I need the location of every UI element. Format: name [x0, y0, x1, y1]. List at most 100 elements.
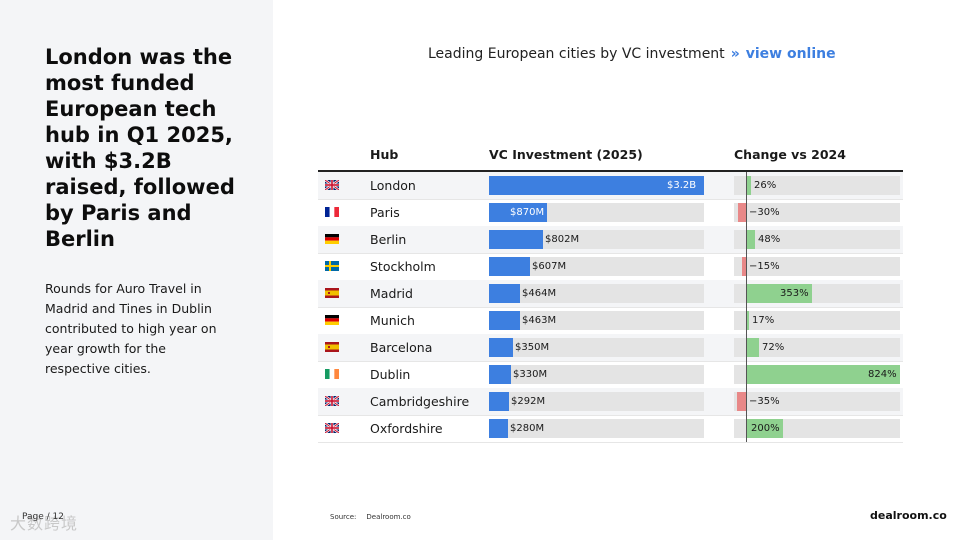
hub-name: Berlin	[370, 232, 407, 247]
hub-name: Dublin	[370, 367, 411, 382]
ireland-flag-icon	[325, 369, 339, 379]
change-label: 200%	[751, 423, 780, 434]
investment-bar	[489, 365, 511, 384]
change-track: 353%	[734, 284, 900, 303]
investment-label: $280M	[510, 423, 545, 434]
title-separator: »	[730, 46, 740, 62]
spain-flag-icon	[325, 288, 339, 298]
slide-subtext: Rounds for Auro Travel in Madrid and Tin…	[45, 281, 217, 376]
investment-bar	[489, 338, 513, 357]
left-panel: London was the most funded European tech…	[0, 0, 273, 540]
table-row: Stockholm $607M −15%	[318, 253, 903, 281]
change-bar	[746, 230, 755, 249]
change-label: 26%	[754, 180, 777, 191]
table-row: Munich $463M 17%	[318, 307, 903, 335]
column-header-change: Change vs 2024	[734, 147, 846, 162]
view-online-link[interactable]: view online	[745, 46, 836, 62]
table-row: Berlin $802M 48%	[318, 226, 903, 254]
investment-track: $464M	[489, 284, 704, 303]
france-flag-icon	[325, 207, 339, 217]
hub-name: Madrid	[370, 286, 413, 301]
investment-track: $870M	[489, 203, 704, 222]
investment-track: $330M	[489, 365, 704, 384]
change-track: 824%	[734, 365, 900, 384]
change-label: −30%	[749, 207, 780, 218]
table-row: Madrid $464M 353%	[318, 280, 903, 308]
investment-bar	[489, 176, 704, 195]
column-header-hub: Hub	[370, 147, 399, 162]
hub-name: Oxfordshire	[370, 421, 443, 436]
investment-track: $292M	[489, 392, 704, 411]
change-track: 200%	[734, 419, 900, 438]
chart-title: Leading European cities by VC investment	[428, 46, 725, 62]
change-bar	[746, 365, 900, 384]
change-bar	[746, 176, 751, 195]
hub-name: Munich	[370, 313, 415, 328]
source-label: Source:	[330, 513, 357, 521]
chart-title-bar: Leading European cities by VC investment…	[428, 46, 836, 62]
header-rule	[318, 170, 903, 172]
change-track: 26%	[734, 176, 900, 195]
investment-track: $280M	[489, 419, 704, 438]
hub-name: Cambridgeshire	[370, 394, 470, 409]
investment-track: $802M	[489, 230, 704, 249]
investment-bar	[489, 203, 547, 222]
table-row: Dublin $330M 824%	[318, 361, 903, 389]
change-track: −35%	[734, 392, 900, 411]
germany-flag-icon	[325, 315, 339, 325]
table-row: Cambridgeshire $292M −35%	[318, 388, 903, 416]
investment-label: $607M	[532, 261, 567, 272]
hub-name: Barcelona	[370, 340, 433, 355]
hub-name: Paris	[370, 205, 400, 220]
uk-flag-icon	[325, 180, 339, 190]
change-label: 17%	[752, 315, 775, 326]
investment-label: $463M	[522, 315, 557, 326]
change-bar	[746, 284, 812, 303]
change-label: 48%	[758, 234, 781, 245]
investment-bar	[489, 284, 520, 303]
investment-track: $3.2B	[489, 176, 704, 195]
investment-label: $330M	[513, 369, 548, 380]
change-track: 17%	[734, 311, 900, 330]
change-bar	[746, 338, 759, 357]
investment-label: $350M	[515, 342, 550, 353]
germany-flag-icon	[325, 234, 339, 244]
change-label: −35%	[749, 396, 780, 407]
zero-line	[746, 172, 747, 442]
spain-flag-icon	[325, 342, 339, 352]
change-bar	[746, 311, 749, 330]
hub-name: London	[370, 178, 416, 193]
change-label: 353%	[780, 288, 809, 299]
watermark-logo: 大数跨境	[10, 514, 79, 533]
investment-track: $463M	[489, 311, 704, 330]
change-bar	[746, 419, 783, 438]
change-label: 72%	[762, 342, 785, 353]
investment-label: $464M	[522, 288, 557, 299]
column-header-investment: VC Investment (2025)	[489, 147, 643, 162]
uk-flag-icon	[325, 396, 339, 406]
sweden-flag-icon	[325, 261, 339, 271]
table-row: Oxfordshire $280M 200%	[318, 415, 903, 443]
change-bar	[737, 392, 746, 411]
investment-label: $802M	[545, 234, 580, 245]
change-track: 48%	[734, 230, 900, 249]
investment-label: $870M	[510, 207, 545, 218]
change-label: −15%	[749, 261, 780, 272]
source-value: Dealroom.co	[366, 513, 411, 521]
investment-bar	[489, 257, 530, 276]
hub-name: Stockholm	[370, 259, 436, 274]
change-bar	[738, 203, 746, 222]
source-note: Source: Dealroom.co	[330, 513, 411, 521]
change-track: 72%	[734, 338, 900, 357]
investment-label: $292M	[511, 396, 546, 407]
page-number: Page / 12	[22, 512, 64, 522]
brand-logo: dealroom.co	[870, 509, 947, 522]
slide-headline: London was the most funded European tech…	[45, 45, 235, 251]
investment-track: $350M	[489, 338, 704, 357]
change-label: 824%	[868, 369, 897, 380]
investment-track: $607M	[489, 257, 704, 276]
change-track: −15%	[734, 257, 900, 276]
investment-bar	[489, 311, 520, 330]
uk-flag-icon	[325, 423, 339, 433]
change-track: −30%	[734, 203, 900, 222]
